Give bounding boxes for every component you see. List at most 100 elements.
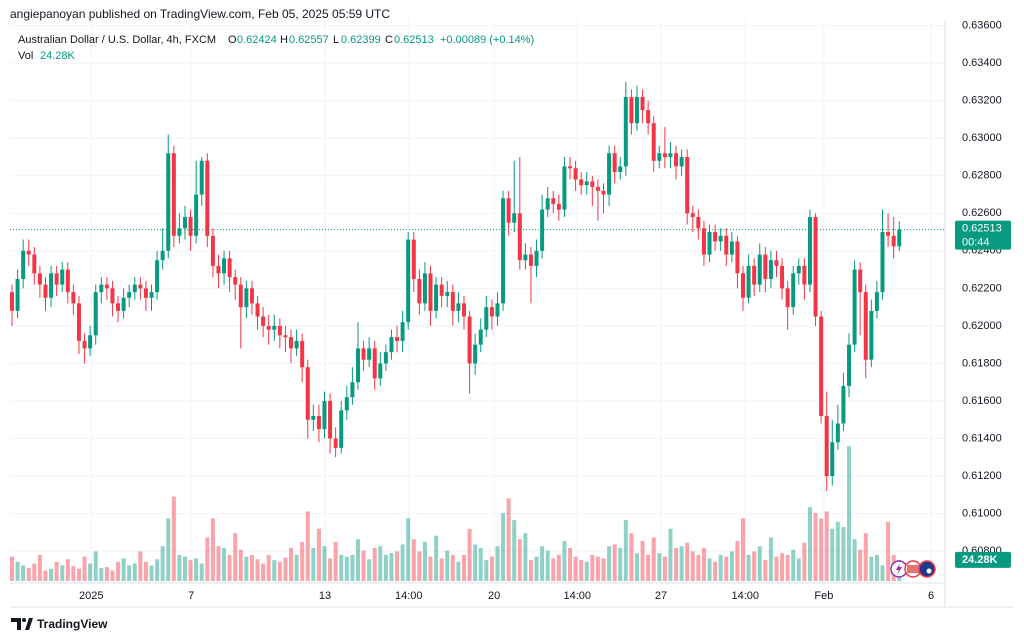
volume-bar: [283, 557, 288, 581]
ohlc-label: L: [333, 34, 339, 46]
candle-body: [227, 258, 232, 278]
candle-body: [15, 278, 20, 311]
volume-axis-label: 24.28K: [962, 554, 998, 566]
volume-bar: [328, 558, 333, 581]
candle-body: [757, 254, 762, 285]
candle-body: [294, 340, 299, 349]
candle-body: [428, 273, 433, 311]
candle-body: [261, 316, 266, 326]
volume-bar: [344, 556, 349, 581]
volume-bar: [584, 561, 589, 581]
candle-body: [796, 265, 801, 274]
candle-body: [233, 277, 238, 285]
volume-bar: [807, 507, 812, 581]
ohlc-label: H: [280, 34, 288, 46]
volume-bar: [188, 560, 193, 581]
candle-body: [26, 250, 31, 255]
volume-bar: [880, 565, 885, 581]
candle-body: [138, 284, 143, 289]
candle-body: [824, 415, 829, 477]
volume-bar: [724, 556, 729, 581]
volume-bar: [478, 547, 483, 581]
volume-bar: [886, 521, 891, 581]
candle-body: [249, 288, 254, 304]
volume-bar: [93, 551, 98, 581]
volume-value: 24.28K: [40, 50, 76, 62]
volume-bar: [37, 554, 42, 581]
candle-body: [657, 153, 662, 161]
volume-bar: [568, 547, 573, 581]
volume-bar: [528, 560, 533, 581]
candle-body: [171, 153, 176, 236]
ohlc-value: 0.62399: [341, 34, 381, 46]
volume-bar: [277, 561, 282, 581]
event-icons[interactable]: [890, 560, 936, 578]
candle-body: [222, 258, 227, 274]
y-tick-label: 0.61800: [962, 357, 1002, 369]
event-icon[interactable]: [918, 560, 936, 578]
volume-bar: [378, 546, 383, 581]
candle-body: [367, 348, 372, 360]
volume-bar: [227, 554, 232, 581]
volume-bar: [562, 540, 567, 581]
candle-body: [540, 209, 545, 251]
candle-body: [350, 382, 355, 398]
volume-bar: [863, 533, 868, 581]
candle-body: [54, 273, 59, 285]
candle-body: [735, 241, 740, 274]
volume-bar: [54, 561, 59, 581]
volume-bar: [674, 547, 679, 581]
volume-bar: [501, 513, 506, 581]
x-tick-label: 7: [188, 590, 194, 602]
volume-bar: [60, 565, 65, 581]
volume-bar: [495, 546, 500, 581]
volume-bar: [618, 547, 623, 581]
candle-body: [104, 284, 109, 289]
volume-bar: [322, 546, 327, 581]
volume-label-box: [955, 551, 1011, 568]
candle-body: [205, 160, 210, 236]
volume-bar: [835, 521, 840, 581]
candle-body: [434, 284, 439, 311]
candle-body: [590, 181, 595, 188]
candle-body: [835, 423, 840, 443]
candle-body: [847, 344, 852, 386]
volume-bar: [143, 561, 148, 581]
candle-body: [668, 153, 673, 157]
volume-bar: [316, 528, 321, 581]
candle-body: [37, 273, 42, 285]
candle-body: [528, 254, 533, 266]
candle-body: [422, 273, 427, 304]
candle-body: [238, 284, 243, 308]
x-tick-label: 14:00: [731, 590, 759, 602]
volume-bar: [333, 541, 338, 581]
candle-body: [199, 160, 204, 195]
candle-body: [478, 329, 483, 345]
y-tick-label: 0.61000: [962, 507, 1002, 519]
volume-bar: [43, 570, 48, 581]
volume-bar: [551, 558, 556, 581]
volume-bar: [428, 556, 433, 581]
volume-bar: [629, 533, 634, 581]
volume-bar: [450, 554, 455, 581]
candle-body: [629, 96, 634, 124]
volume-title: Vol: [18, 50, 33, 62]
candle-body: [110, 288, 115, 304]
candle-body: [517, 213, 522, 261]
candle-body: [127, 292, 132, 298]
countdown-label: 00:44: [962, 237, 990, 249]
volume-bar: [222, 547, 227, 581]
candle-body: [344, 397, 349, 411]
volume-bar: [785, 554, 790, 581]
volume-bar: [662, 556, 667, 581]
candle-body: [813, 217, 818, 317]
volume-bar: [434, 535, 439, 581]
candle-body: [662, 153, 667, 157]
volume-bar: [735, 540, 740, 581]
candle-body: [880, 232, 885, 293]
candle-body: [556, 203, 561, 210]
candle-body: [802, 265, 807, 285]
y-tick-label: 0.61600: [962, 395, 1002, 407]
volume-bar: [830, 528, 835, 581]
